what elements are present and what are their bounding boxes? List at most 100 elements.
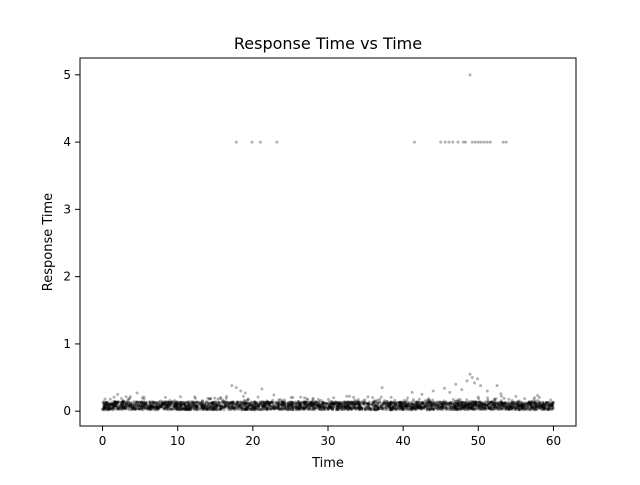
data-point	[529, 403, 533, 407]
data-point	[297, 403, 301, 407]
data-point	[267, 401, 271, 405]
data-point	[403, 404, 407, 408]
data-point	[139, 407, 143, 411]
data-point	[372, 401, 376, 405]
data-point	[497, 402, 501, 406]
data-point	[490, 404, 494, 408]
data-point	[315, 400, 319, 404]
data-point	[240, 408, 244, 412]
data-point	[500, 403, 504, 407]
data-point	[467, 401, 471, 405]
data-point	[365, 406, 369, 410]
data-point	[508, 401, 512, 405]
data-point	[158, 400, 162, 404]
data-point	[280, 400, 284, 404]
data-point	[223, 400, 227, 404]
data-point	[182, 406, 186, 410]
data-point	[123, 407, 127, 411]
data-point	[199, 404, 203, 408]
data-point	[381, 402, 385, 406]
data-point	[314, 406, 318, 410]
data-point	[450, 408, 454, 412]
data-point	[408, 403, 412, 407]
data-point	[509, 402, 513, 406]
data-point	[530, 406, 534, 410]
data-point	[318, 406, 322, 410]
data-point	[404, 408, 408, 412]
data-point	[315, 401, 319, 405]
data-point	[121, 400, 125, 404]
data-point	[148, 400, 152, 404]
data-point	[362, 403, 366, 407]
data-point	[465, 402, 469, 405]
data-point	[394, 400, 398, 404]
data-point	[426, 398, 430, 402]
data-point	[278, 403, 282, 407]
data-point	[456, 399, 460, 403]
data-point	[233, 402, 237, 406]
data-point	[520, 406, 524, 410]
data-point	[439, 402, 443, 406]
data-point	[462, 404, 466, 408]
data-point	[128, 397, 132, 401]
data-point	[338, 403, 342, 407]
data-point	[178, 401, 182, 405]
data-point	[547, 404, 551, 408]
data-point	[373, 400, 377, 404]
data-point	[239, 389, 243, 393]
data-point	[140, 401, 144, 405]
data-point	[550, 403, 554, 407]
data-point	[237, 405, 241, 409]
data-point	[131, 407, 135, 411]
data-point	[463, 407, 467, 411]
data-point	[210, 401, 214, 405]
data-point	[504, 401, 508, 405]
data-point	[363, 398, 367, 402]
data-point	[382, 399, 386, 403]
data-point	[120, 397, 124, 401]
data-point	[163, 401, 167, 405]
data-point	[206, 400, 210, 404]
data-point	[361, 402, 365, 406]
data-point	[435, 404, 439, 407]
data-point	[275, 140, 279, 144]
data-point	[137, 401, 141, 405]
data-point	[546, 403, 550, 407]
data-point	[432, 408, 436, 412]
data-point	[550, 405, 554, 409]
data-point	[223, 405, 227, 409]
data-point	[245, 405, 249, 409]
data-point	[151, 406, 155, 410]
data-point	[313, 406, 317, 410]
data-point	[136, 404, 140, 408]
data-point	[538, 402, 542, 406]
data-point	[422, 406, 426, 409]
data-point	[353, 407, 357, 411]
data-point	[148, 401, 152, 405]
data-point	[152, 406, 156, 410]
data-point	[349, 405, 352, 409]
data-point	[206, 404, 210, 408]
data-point	[237, 404, 241, 408]
data-point	[511, 403, 515, 407]
data-point	[448, 390, 452, 394]
data-point	[195, 400, 199, 404]
data-point	[371, 401, 375, 405]
data-point	[525, 406, 529, 410]
data-point	[232, 400, 236, 404]
data-point	[125, 402, 129, 406]
data-point	[288, 406, 292, 410]
data-point	[211, 408, 215, 412]
data-point	[337, 404, 341, 408]
data-point	[336, 404, 340, 408]
data-point	[225, 394, 229, 398]
data-point	[403, 400, 407, 404]
data-point	[186, 404, 190, 408]
data-point	[504, 405, 508, 409]
data-point	[512, 401, 516, 405]
data-point	[288, 402, 292, 406]
data-point	[269, 401, 273, 405]
data-point	[280, 407, 284, 411]
data-point	[385, 408, 389, 412]
data-point	[156, 407, 160, 411]
